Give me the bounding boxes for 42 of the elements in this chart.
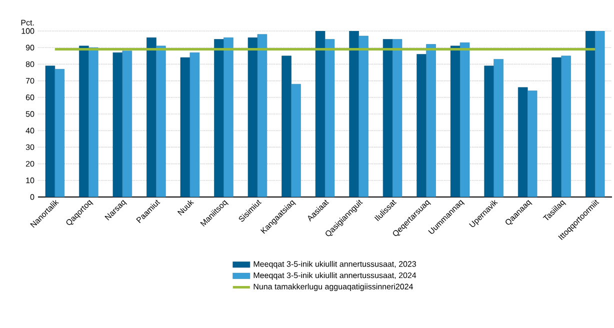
legend-label: Nuna tamakkerlugu agguaqatigiissinneri2024 xyxy=(254,284,414,291)
bar xyxy=(122,50,132,197)
bar xyxy=(54,69,64,197)
bar xyxy=(190,52,200,197)
bar xyxy=(460,42,470,197)
bar xyxy=(146,37,156,197)
bar xyxy=(79,46,89,197)
y-tick-label: 80 xyxy=(26,61,34,68)
bar xyxy=(156,46,166,197)
bar xyxy=(426,44,436,197)
bar xyxy=(586,30,596,197)
bar xyxy=(88,47,98,197)
y-tick-label: 10 xyxy=(26,178,34,184)
y-tick-label: 60 xyxy=(26,94,34,100)
bar xyxy=(257,34,268,197)
bar xyxy=(324,39,335,197)
legend-label: Meeqqat 3-5-inik ukiullit annertussusaat, 2023 xyxy=(254,260,416,268)
y-tick-label: 100 xyxy=(22,28,34,34)
y-axis-title: Pct. xyxy=(21,20,34,26)
y-tick-label: 40 xyxy=(26,128,34,134)
y-tick-label: 50 xyxy=(26,111,34,117)
bar xyxy=(291,84,301,197)
y-tick-label: 70 xyxy=(26,78,34,84)
y-tick-label: 20 xyxy=(26,160,34,167)
y-tick-label: 30 xyxy=(26,144,34,150)
bar xyxy=(484,66,494,197)
bar xyxy=(552,57,562,197)
bar xyxy=(594,30,605,197)
bar xyxy=(561,56,571,197)
bar xyxy=(349,30,359,197)
bar xyxy=(416,54,426,197)
bar xyxy=(494,59,504,197)
bar xyxy=(392,39,402,197)
bar xyxy=(518,87,528,197)
legend-label: Meeqqat 3-5-inik ukiullit annertussusaat, 2024 xyxy=(254,272,416,280)
y-tick-label: 0 xyxy=(30,194,34,200)
bar xyxy=(358,36,368,197)
y-tick-label: 90 xyxy=(26,44,34,50)
bar xyxy=(282,56,292,197)
bar xyxy=(214,39,224,197)
bar xyxy=(224,37,234,197)
bar xyxy=(527,90,538,197)
